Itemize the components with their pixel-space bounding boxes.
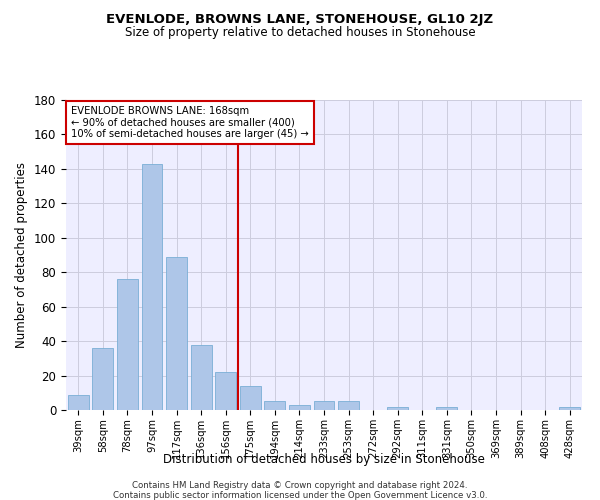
Y-axis label: Number of detached properties: Number of detached properties	[16, 162, 28, 348]
Bar	[289, 405, 310, 410]
Text: EVENLODE, BROWNS LANE, STONEHOUSE, GL10 2JZ: EVENLODE, BROWNS LANE, STONEHOUSE, GL10 …	[106, 12, 494, 26]
Text: Contains public sector information licensed under the Open Government Licence v3: Contains public sector information licen…	[113, 491, 487, 500]
Text: EVENLODE BROWNS LANE: 168sqm
← 90% of detached houses are smaller (400)
10% of s: EVENLODE BROWNS LANE: 168sqm ← 90% of de…	[71, 106, 309, 140]
Bar	[338, 402, 359, 410]
Bar	[387, 406, 408, 410]
Bar	[92, 348, 113, 410]
Bar	[166, 256, 187, 410]
Bar	[68, 394, 89, 410]
Bar	[436, 406, 457, 410]
Text: Size of property relative to detached houses in Stonehouse: Size of property relative to detached ho…	[125, 26, 475, 39]
Bar	[265, 402, 286, 410]
Bar	[191, 344, 212, 410]
Bar	[215, 372, 236, 410]
Bar	[117, 279, 138, 410]
Bar	[142, 164, 163, 410]
Bar	[559, 406, 580, 410]
Bar	[314, 402, 334, 410]
Bar	[240, 386, 261, 410]
Text: Contains HM Land Registry data © Crown copyright and database right 2024.: Contains HM Land Registry data © Crown c…	[132, 481, 468, 490]
Text: Distribution of detached houses by size in Stonehouse: Distribution of detached houses by size …	[163, 452, 485, 466]
